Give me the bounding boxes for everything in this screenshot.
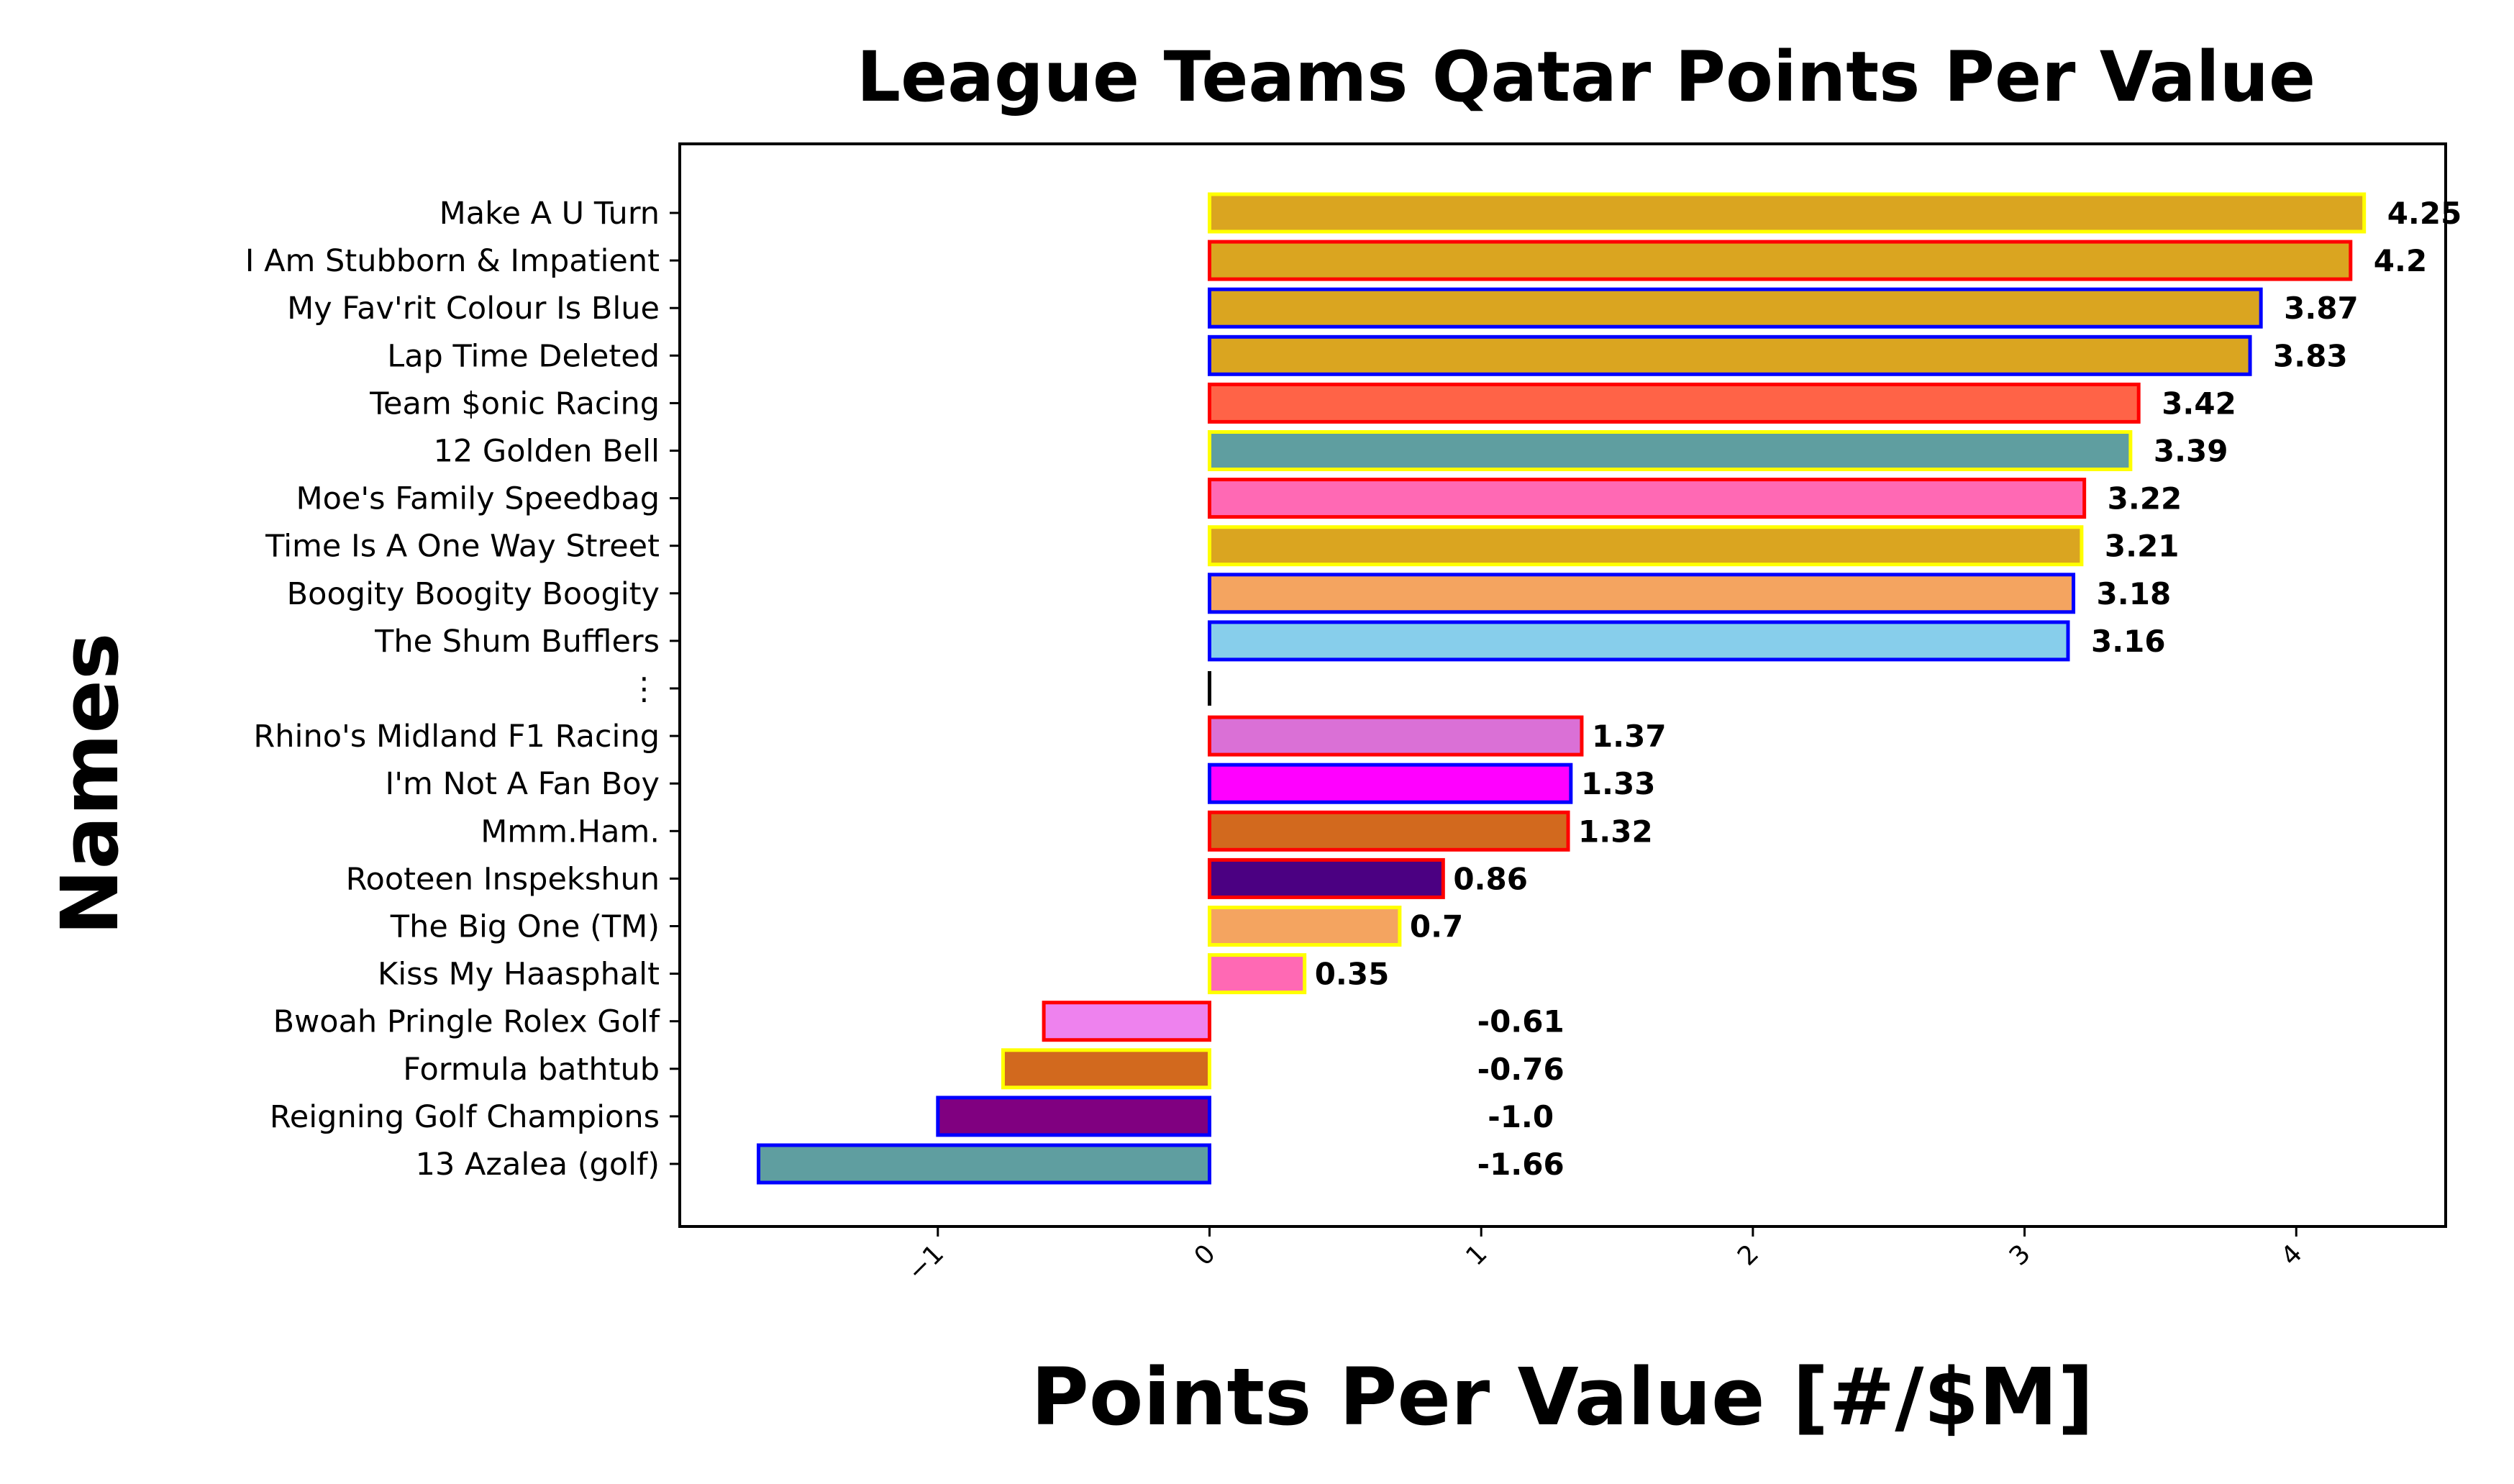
y-tick-label: Make A U Turn [440, 196, 660, 232]
data-label: 1.37 [1592, 719, 1667, 754]
bar [1001, 1048, 1211, 1090]
bar [1208, 240, 2353, 281]
y-tick-label: 12 Golden Bell [434, 434, 660, 470]
data-label: 0.86 [1453, 861, 1528, 896]
bar [1208, 810, 1570, 852]
data-label: 4.25 [2387, 196, 2462, 231]
y-tick-label: The Big One (TM) [390, 909, 660, 945]
x-tick-label: 4 [2275, 1239, 2308, 1271]
y-tick-label: Boogity Boogity Boogity [287, 576, 660, 612]
bar [1208, 430, 2133, 471]
data-label: 3.21 [2105, 529, 2180, 564]
data-label: 3.87 [2284, 291, 2359, 326]
data-label: 3.16 [2091, 624, 2166, 659]
x-tick-label: 3 [2004, 1239, 2036, 1271]
bar [1208, 573, 2076, 614]
y-tick-label: Reigning Golf Champions [270, 1099, 660, 1135]
bar [936, 1096, 1212, 1137]
y-axis-ticks: Make A U Turn I Am Stubborn & Impatient My… [245, 196, 680, 1183]
bar [1208, 953, 1307, 995]
y-tick-label: Time Is A One Way Street [265, 529, 660, 565]
y-tick-label: Mmm.Ham. [481, 814, 660, 850]
y-axis-label: Names [44, 633, 136, 936]
data-label: 3.18 [2097, 576, 2172, 611]
bars-group [757, 192, 2367, 1185]
bar [1208, 715, 1584, 757]
y-tick-label: The Shum Bufflers [374, 624, 660, 660]
data-label: 0.7 [1410, 909, 1463, 944]
y-tick-label: Rooteen Inspekshun [346, 861, 660, 897]
bar [1208, 906, 1402, 947]
y-tick-label: My Fav'rit Colour Is Blue [287, 291, 660, 327]
y-tick-label: Moe's Family Speedbag [296, 481, 660, 517]
bar [757, 1143, 1211, 1185]
bar [1208, 620, 2070, 662]
bar [1208, 192, 2367, 234]
bar [1208, 857, 1445, 899]
data-label: -1.66 [1477, 1147, 1565, 1182]
data-label: 1.32 [1578, 814, 1653, 849]
y-tick-label: ⋮ [629, 671, 660, 707]
data-label: -0.61 [1477, 1004, 1565, 1039]
chart-title: League Teams Qatar Points Per Value [857, 37, 2315, 117]
data-label: -1.0 [1488, 1099, 1554, 1134]
data-label: 3.39 [2154, 434, 2228, 469]
data-label: -0.76 [1477, 1052, 1565, 1087]
data-label: 3.22 [2108, 481, 2182, 516]
y-tick-label: Team $onic Racing [369, 386, 660, 422]
x-tick-label: 1 [1460, 1239, 1493, 1271]
plot-frame [678, 142, 2447, 1228]
bar [1208, 382, 2141, 424]
x-tick-label: 2 [1732, 1239, 1764, 1271]
bar [1042, 1001, 1211, 1042]
y-tick-label: Lap Time Deleted [387, 338, 660, 374]
y-tick-label: I'm Not A Fan Boy [386, 766, 660, 802]
data-label: 3.42 [2162, 386, 2236, 421]
bar [1208, 763, 1573, 804]
bar [1208, 287, 2263, 329]
x-tick-label: −1 [902, 1239, 950, 1287]
data-label: 3.83 [2273, 338, 2348, 373]
x-axis-ticks: −1 0 1 2 3 4 [902, 1226, 2308, 1287]
y-tick-label: Kiss My Haasphalt [378, 957, 660, 993]
y-tick-label: Bwoah Pringle Rolex Golf [273, 1004, 660, 1040]
x-tick-label: 0 [1189, 1239, 1221, 1271]
y-tick-label: Rhino's Midland F1 Racing [253, 719, 660, 755]
bar [1208, 334, 2252, 376]
data-label: 0.35 [1315, 957, 1390, 992]
bar [1208, 478, 2087, 519]
x-axis-label: Points Per Value [#/$M] [1031, 1351, 2093, 1443]
y-tick-label: 13 Azalea (golf) [416, 1147, 660, 1183]
data-label: 4.2 [2374, 243, 2427, 278]
data-labels-group: 4.25 4.2 3.87 3.83 3.42 3.39 3.22 3.21 3.18 3.16 1… [1315, 196, 2462, 1182]
bar [1208, 525, 2084, 567]
data-label: 1.33 [1581, 766, 1656, 801]
y-tick-label: Formula bathtub [403, 1052, 660, 1088]
y-tick-label: I Am Stubborn & Impatient [245, 243, 660, 279]
